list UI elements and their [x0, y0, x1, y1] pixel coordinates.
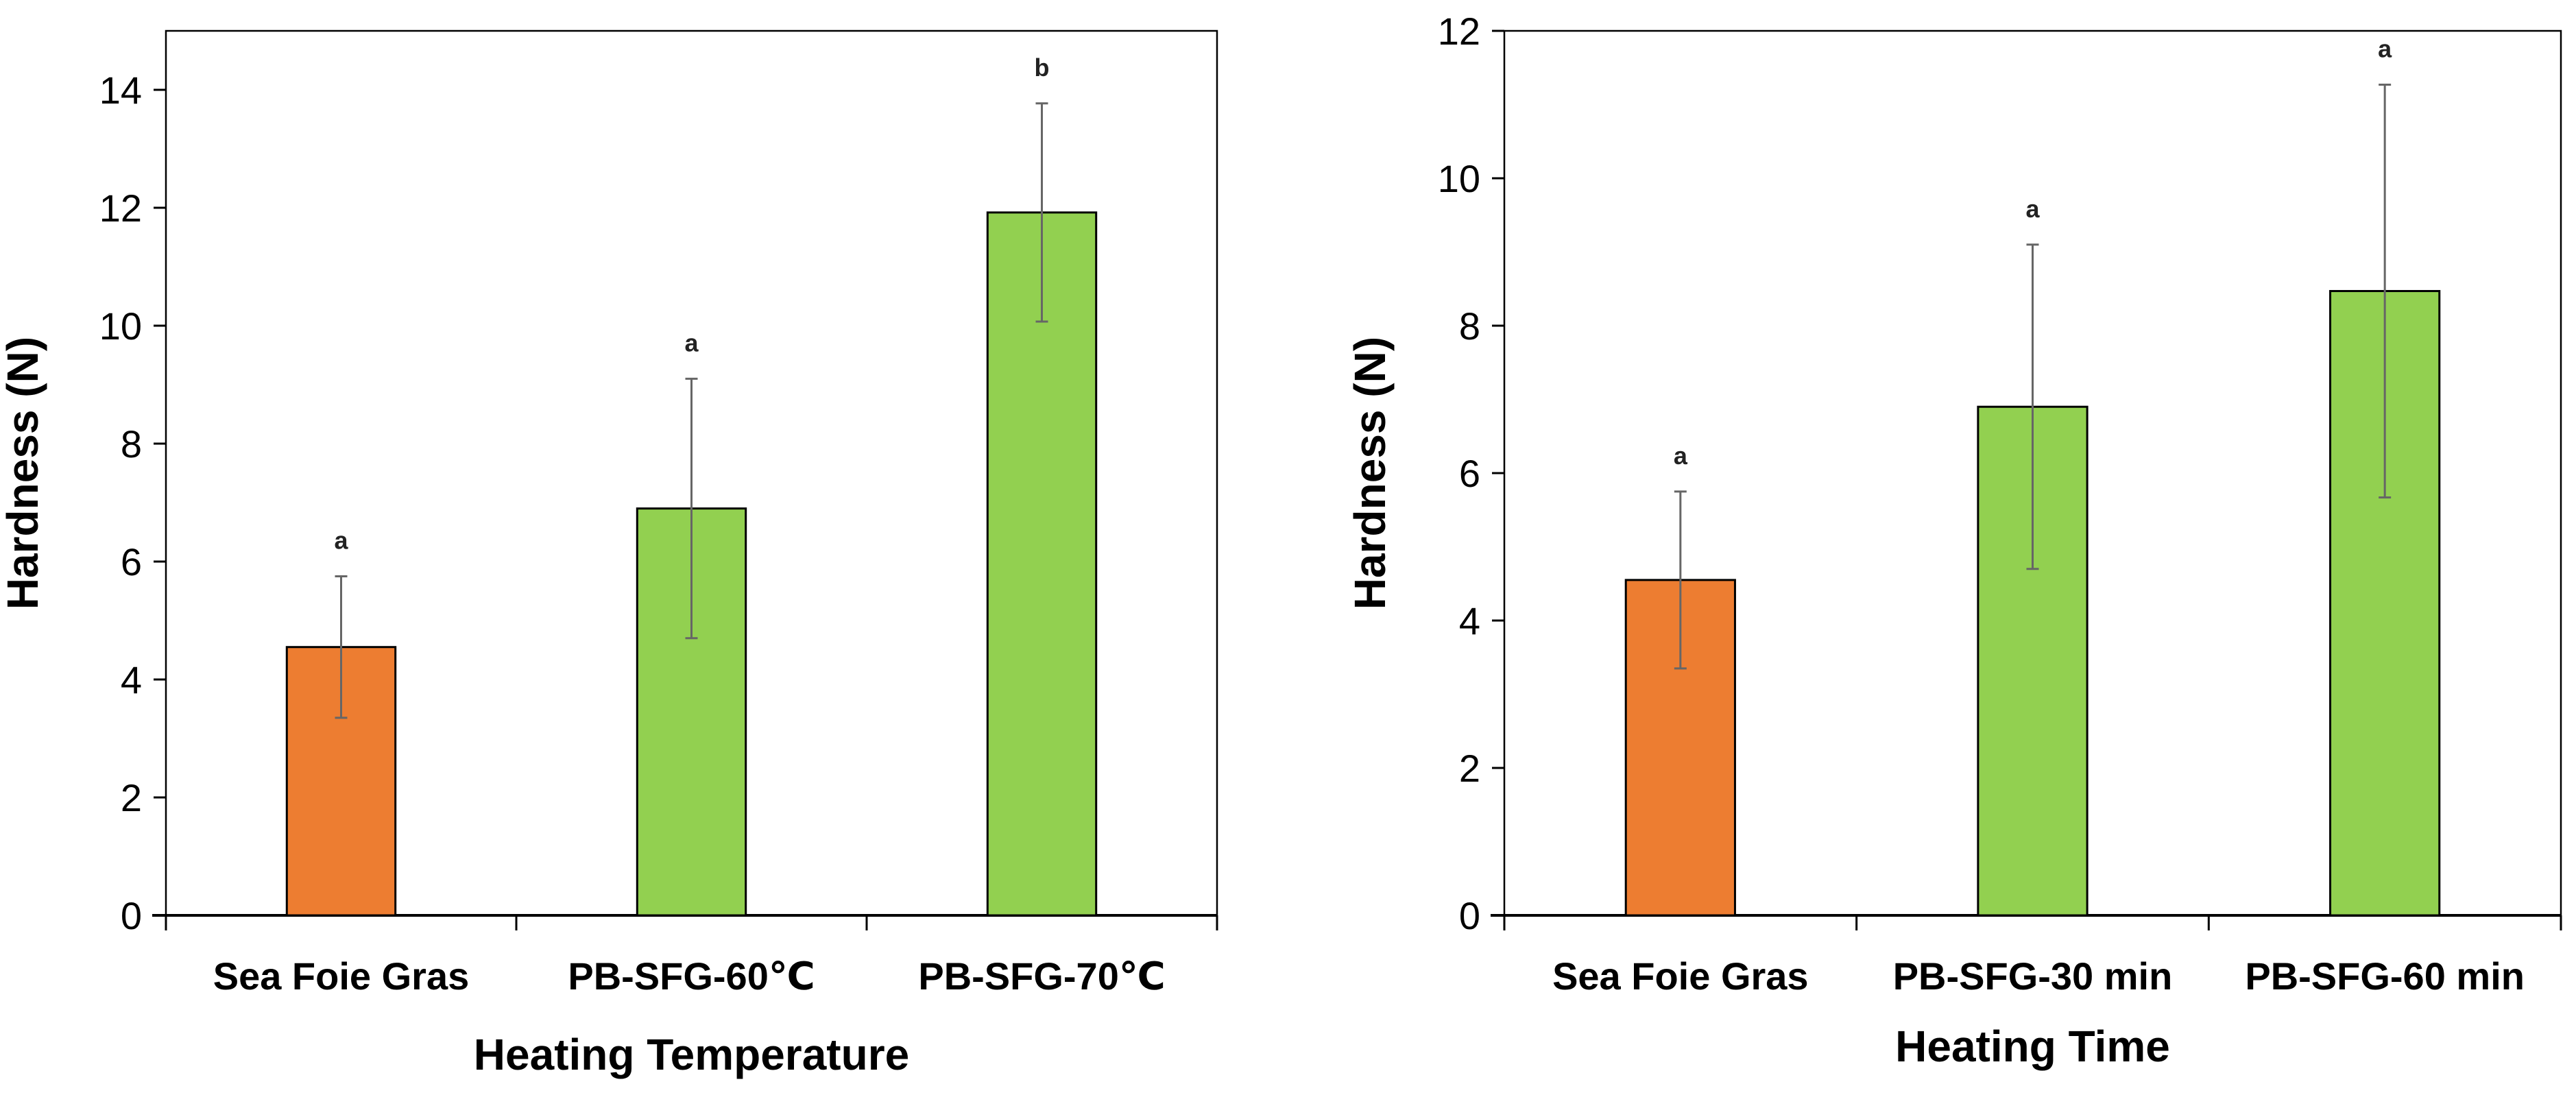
category-label-3: PB-SFG-60 min — [2245, 954, 2525, 998]
category-label-3: PB-SFG-70℃ — [918, 954, 1165, 998]
significance-label-3: b — [1035, 53, 1050, 82]
category-label-1: Sea Foie Gras — [1552, 954, 1809, 998]
chart-svg-heating-time: 0 2 4 6 8 10 12 a Sea Foie Gras a PB-SFG-30 min a PB… — [1345, 10, 2562, 1071]
significance-label-1: a — [334, 527, 348, 555]
category-label-2: PB-SFG-30 min — [1893, 954, 2173, 998]
category-label-2: PB-SFG-60℃ — [568, 954, 815, 998]
y-tick-label: 8 — [1459, 304, 1480, 348]
y-tick-label: 0 — [1459, 894, 1480, 937]
y-tick-label: 2 — [1459, 747, 1480, 790]
x-axis-title: Heating Temperature — [474, 1030, 909, 1079]
bar-3 — [986, 211, 1098, 917]
y-axis-title: Hardness (N) — [0, 337, 47, 610]
y-tick-label: 6 — [121, 540, 142, 583]
y-tick-label: 6 — [1459, 452, 1480, 495]
y-tick-label: 10 — [1438, 157, 1480, 200]
x-axis-title: Heating Time — [1895, 1022, 2170, 1071]
y-tick-label: 8 — [121, 422, 142, 466]
y-tick-label: 12 — [1438, 10, 1480, 53]
significance-label-3: a — [2378, 34, 2392, 62]
y-tick-label: 10 — [99, 304, 142, 348]
chart-heating-time: 0 2 4 6 8 10 12 a Sea Foie Gras a PB-SFG-30 min a PB… — [1344, 0, 2576, 1095]
y-tick-label: 14 — [99, 69, 142, 112]
y-tick-label: 4 — [1459, 599, 1480, 642]
significance-label-2: a — [2025, 195, 2040, 223]
y-tick-label: 12 — [99, 186, 142, 230]
chart-heating-temperature: 0 2 4 6 8 10 12 14 a Sea Foie Gras a PB-SFG-60℃ b PB-… — [0, 29, 1218, 1079]
category-label-1: Sea Foie Gras — [213, 954, 470, 998]
y-axis-title: Hardness (N) — [1345, 337, 1395, 610]
y-tick-label: 4 — [121, 658, 142, 701]
significance-label-1: a — [1674, 442, 1688, 470]
chart-svg-heating-temperature: 0 2 4 6 8 10 12 14 a Sea Foie Gras a PB-SFG-60℃ b PB-… — [0, 29, 1218, 1079]
y-tick-label: 0 — [121, 894, 142, 937]
significance-label-2: a — [684, 328, 699, 357]
y-tick-label: 2 — [121, 776, 142, 819]
